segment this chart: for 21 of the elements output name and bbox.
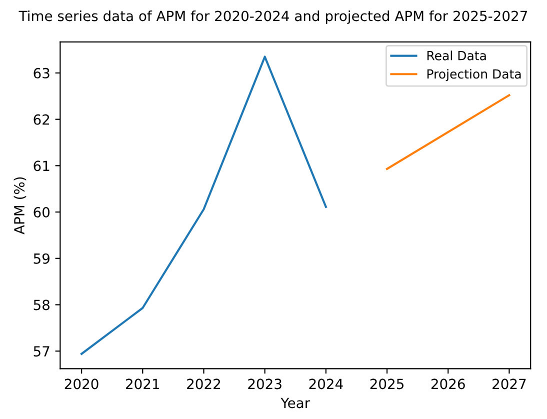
x-tick-label: 2023: [248, 378, 282, 390]
x-tick-label: 2022: [187, 378, 220, 390]
legend-label: Projection Data: [427, 69, 521, 82]
chart-title: Time series data of APM for 2020-2024 and projected APM for 2025-2027: [18, 10, 527, 24]
x-tick-label: 2021: [126, 378, 160, 390]
x-tick-label: 2026: [431, 378, 465, 390]
x-tick-label: 2025: [370, 378, 404, 390]
line-series: [80, 56, 327, 355]
y-tick-label: 62: [34, 114, 50, 125]
x-axis-title: Year: [280, 398, 310, 408]
y-tick-label: 57: [34, 346, 50, 357]
y-tick-label: 63: [34, 68, 50, 78]
y-tick-label: 59: [34, 253, 50, 264]
x-tick-label: 2024: [309, 378, 343, 390]
y-tick-label: 61: [34, 160, 50, 172]
y-tick-label: 60: [34, 207, 50, 218]
y-tick-label: 58: [34, 300, 50, 310]
y-axis-title: APM (%): [14, 177, 26, 234]
x-tick-label: 2027: [492, 378, 526, 390]
legend-label: Real Data: [427, 50, 486, 60]
x-tick-label: 2020: [64, 378, 98, 390]
